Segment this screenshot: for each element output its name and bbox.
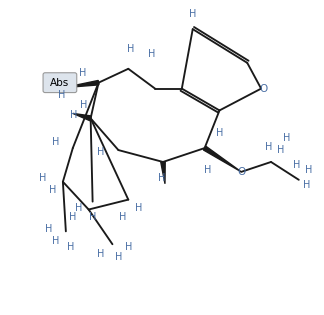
- Text: H: H: [49, 185, 57, 195]
- Text: H: H: [265, 142, 273, 152]
- Text: H: H: [69, 212, 76, 222]
- Text: H: H: [45, 224, 53, 234]
- Text: O: O: [259, 83, 267, 94]
- Text: H: H: [189, 9, 196, 19]
- Polygon shape: [203, 146, 241, 172]
- Text: O: O: [237, 167, 245, 177]
- Text: H: H: [52, 236, 60, 246]
- Text: H: H: [52, 137, 60, 147]
- Text: H: H: [75, 203, 82, 213]
- Text: H: H: [58, 89, 65, 100]
- Text: H: H: [67, 242, 75, 252]
- Text: H: H: [97, 147, 104, 157]
- Text: H: H: [134, 203, 142, 213]
- Text: H: H: [216, 128, 223, 138]
- Polygon shape: [64, 80, 99, 88]
- FancyBboxPatch shape: [43, 73, 77, 93]
- Text: H: H: [79, 68, 87, 78]
- Polygon shape: [161, 162, 165, 184]
- Text: H: H: [277, 145, 284, 155]
- Text: H: H: [158, 173, 166, 183]
- Polygon shape: [73, 113, 91, 121]
- Text: H: H: [303, 180, 310, 190]
- Text: H: H: [40, 173, 47, 183]
- Text: H: H: [115, 252, 122, 262]
- Text: H: H: [204, 165, 211, 175]
- Text: H: H: [70, 110, 77, 120]
- Text: H: H: [283, 133, 291, 143]
- Text: H: H: [127, 44, 134, 54]
- Text: H: H: [97, 249, 104, 259]
- Text: H: H: [89, 212, 96, 222]
- Text: H: H: [119, 212, 126, 222]
- Text: H: H: [293, 160, 300, 170]
- Text: H: H: [305, 165, 312, 175]
- Text: H: H: [80, 100, 87, 111]
- Text: Abs: Abs: [50, 78, 70, 88]
- Text: H: H: [125, 242, 132, 252]
- Text: H: H: [148, 49, 156, 59]
